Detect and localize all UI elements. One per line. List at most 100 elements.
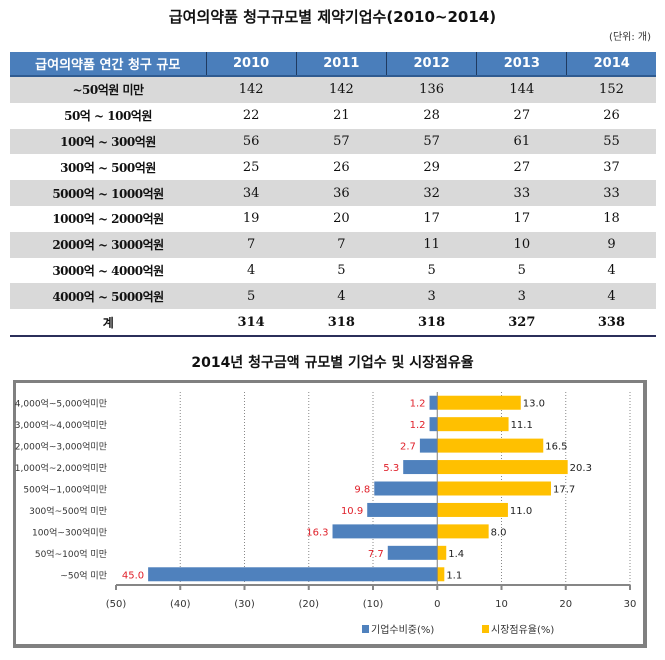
row-label: 5000억 ~ 1000억원 <box>10 180 206 206</box>
row-label: ~50억원 미만 <box>10 76 206 103</box>
market-share-bar <box>437 545 447 560</box>
company-share-bar <box>429 417 438 432</box>
row-label: 100억 ~ 300억원 <box>10 128 206 155</box>
market-share-label: 17.7 <box>553 485 575 496</box>
company-share-label: 1.2 <box>410 420 426 431</box>
data-table: 급여의약품 연간 청구 규모 2010 2011 2012 2013 2014 … <box>10 52 656 337</box>
company-share-bar <box>374 481 438 496</box>
cell-value: 57 <box>296 128 387 155</box>
x-tick-label: (40) <box>170 599 191 610</box>
cell-value: 57 <box>386 128 477 155</box>
market-share-bar <box>437 438 544 453</box>
legend-label-market-share: 시장점유율(%) <box>491 624 554 636</box>
cell-value: 27 <box>513 108 531 124</box>
row-label: 50억 ~ 100억원 <box>64 109 152 124</box>
cell-value: 20 <box>333 211 350 227</box>
cell-value: 17 <box>513 211 531 227</box>
market-share-bar <box>437 524 489 539</box>
company-share-label: 7.7 <box>368 549 384 560</box>
company-share-bar <box>403 460 438 475</box>
company-share-label: 16.3 <box>306 527 328 538</box>
row-label: 300억 ~ 500억원 <box>60 160 156 175</box>
cell-value: 5 <box>337 262 346 278</box>
cell-value: 33 <box>476 180 567 206</box>
header-2013: 2013 <box>476 52 568 77</box>
cell-value: 4 <box>566 283 656 310</box>
cell-value: 136 <box>386 76 477 103</box>
market-share-label: 13.0 <box>523 399 545 410</box>
company-share-label: 45.0 <box>122 570 144 581</box>
row-label: 4000억 ~ 5000억원 <box>10 283 206 310</box>
header-2011: 2011 <box>296 52 387 77</box>
cell-value: 7 <box>296 231 387 258</box>
category-label: 2,000억~3,000억미만 <box>15 441 107 453</box>
market-share-bar <box>437 502 508 517</box>
header-category: 급여의약품 연간 청구 규모 <box>10 52 207 77</box>
cell-value: 19 <box>242 211 260 227</box>
cell-value: 4 <box>607 262 616 278</box>
company-share-label: 2.7 <box>400 442 416 453</box>
cell-value: 27 <box>513 159 531 175</box>
cell-value: 18 <box>603 211 620 227</box>
company-share-label: 5.3 <box>383 463 399 474</box>
x-tick-label: 10 <box>495 599 508 610</box>
header-2014: 2014 <box>566 52 656 77</box>
market-share-label: 8.0 <box>491 527 507 538</box>
cell-value: 9 <box>566 231 656 258</box>
cell-value: 3 <box>476 283 567 310</box>
cell-value: 152 <box>566 76 656 103</box>
cell-value: 5 <box>427 262 436 278</box>
legend-label-company-share: 기업수비중(%) <box>371 623 434 636</box>
cell-value: 5 <box>517 262 526 278</box>
cell-value: 4 <box>246 262 256 278</box>
table-row: ~50억원 미만 142 142 136 144 152 <box>10 76 656 103</box>
category-label: 4,000억~5,000억미만 <box>15 398 107 410</box>
header-2012: 2012 <box>386 52 478 77</box>
company-share-bar <box>367 502 438 517</box>
company-share-label: 1.2 <box>410 399 426 410</box>
table-row: 3000억 ~ 4000억원 4 5 5 5 4 <box>10 258 656 284</box>
cell-value: 34 <box>206 180 297 206</box>
legend-swatch-market-share <box>482 625 489 633</box>
row-label: 3000억 ~ 4000억원 <box>52 263 164 278</box>
row-label: 1000억 ~ 2000억원 <box>52 212 164 227</box>
category-label: 1,000억~2,000억미만 <box>15 462 107 474</box>
market-share-label: 11.1 <box>511 420 533 431</box>
cell-value: 36 <box>296 180 387 206</box>
x-tick-label: 30 <box>624 599 637 610</box>
company-share-bar <box>332 524 438 539</box>
total-value: 318 <box>296 309 387 337</box>
cell-value: 61 <box>476 128 567 155</box>
market-share-label: 16.5 <box>545 442 567 453</box>
table-row: 1000억 ~ 2000억원 19 20 17 17 18 <box>10 206 656 232</box>
legend-swatch-company-share <box>362 625 369 633</box>
cell-value: 3 <box>386 283 477 310</box>
cell-value: 5 <box>206 283 297 310</box>
total-value: 314 <box>206 309 297 337</box>
company-share-bar <box>148 567 438 582</box>
x-tick-label: (20) <box>298 599 319 610</box>
cell-value: 33 <box>566 180 656 206</box>
cell-value: 4 <box>296 283 387 310</box>
total-value: 327 <box>476 309 567 337</box>
cell-value: 144 <box>476 76 567 103</box>
market-share-bar <box>437 460 568 475</box>
chart-title: 2014년 청구금액 규모별 기업수 및 시장점유율 <box>191 355 474 371</box>
table-row: 5000억 ~ 1000억원 34 36 32 33 33 <box>10 180 656 206</box>
table-header-row: 급여의약품 연간 청구 규모 2010 2011 2012 2013 2014 <box>10 52 656 77</box>
cell-value: 11 <box>386 231 477 258</box>
cell-value: 142 <box>206 76 297 103</box>
table-row: 100억 ~ 300억원 56 57 57 61 55 <box>10 128 656 155</box>
x-tick-label: (10) <box>363 599 384 610</box>
category-label: 100억~300억미만 <box>32 526 107 538</box>
header-2010: 2010 <box>206 52 297 77</box>
total-value: 318 <box>386 309 477 337</box>
cell-value: 142 <box>296 76 387 103</box>
x-tick-label: (30) <box>234 599 255 610</box>
table-row: 300억 ~ 500억원 25 26 29 27 37 <box>10 154 656 180</box>
company-share-bar <box>387 545 438 560</box>
table-title: 급여의약품 청구규모별 제약기업수(2010~2014) <box>168 8 497 26</box>
cell-value: 56 <box>206 128 297 155</box>
market-share-bar <box>437 567 445 582</box>
x-tick-label: 20 <box>559 599 572 610</box>
